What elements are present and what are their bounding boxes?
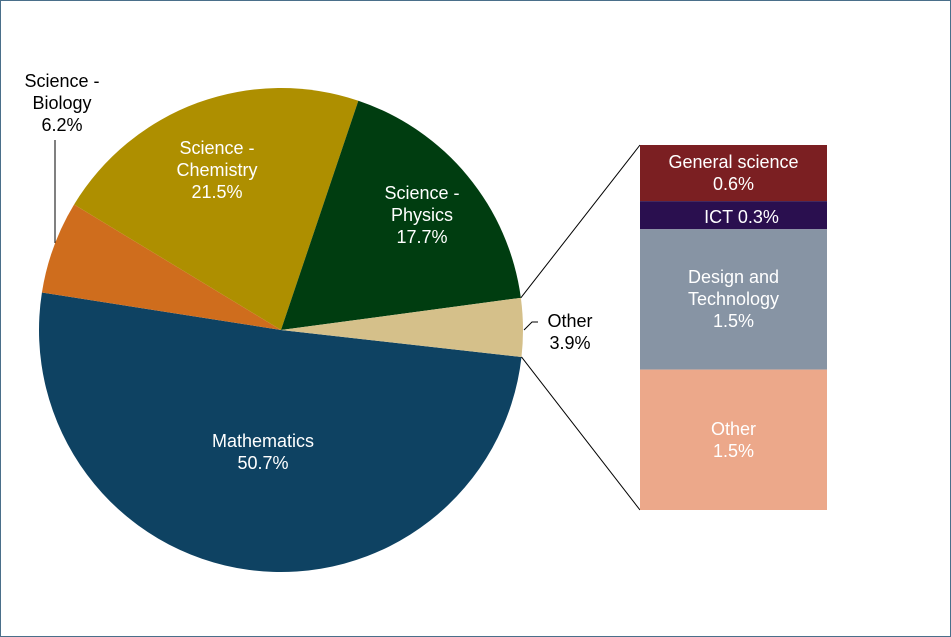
slice-label-text: 50.7% xyxy=(237,453,289,473)
slice-label-text: 17.7% xyxy=(396,227,448,247)
pie-slice xyxy=(41,204,282,330)
bar-label-text: Design and Technology xyxy=(687,267,780,310)
pie-slice xyxy=(281,297,523,357)
leader-line xyxy=(523,321,538,331)
bar-segment xyxy=(640,145,827,202)
bar-label-text: ICT xyxy=(704,207,733,228)
connector-line xyxy=(520,144,641,299)
slice-label: Science - Chemistry 21.5% xyxy=(162,137,272,203)
bar-segment xyxy=(640,201,827,230)
slice-label: Science - Biology 6.2% xyxy=(12,70,112,136)
pie-slice xyxy=(39,292,522,572)
slice-label-text: Science - Biology xyxy=(24,71,100,113)
bar-label-text: 1.5% xyxy=(712,440,755,461)
bar-segment xyxy=(640,229,827,370)
slice-label: Mathematics 50.7% xyxy=(163,430,363,474)
slice-label-text: 3.9% xyxy=(549,333,591,353)
bar-label-text: 0.6% xyxy=(712,174,755,195)
pie-slice xyxy=(281,100,521,330)
bar-segment xyxy=(640,369,827,510)
bar-label-text: Other xyxy=(710,418,757,439)
bar-label: Other 1.5% xyxy=(654,418,814,462)
slice-label: Other 3.9% xyxy=(535,310,605,354)
bar-label-text: 0.3% xyxy=(737,207,779,228)
slice-label-text: Other xyxy=(547,311,593,331)
pie-slice xyxy=(74,88,359,331)
bar-label-text: General science xyxy=(668,152,799,173)
bar-label: Design and Technology 1.5% xyxy=(654,266,814,332)
slice-label-text: Science - Physics xyxy=(384,183,460,225)
bar-label: General science 0.6% xyxy=(641,151,826,195)
slice-label-text: 6.2% xyxy=(41,115,83,135)
bar-label-text: 1.5% xyxy=(712,311,755,332)
slice-label-text: Mathematics xyxy=(211,431,315,451)
slice-label-text: 21.5% xyxy=(191,182,243,202)
bar-label: ICT 0.3% xyxy=(649,206,834,228)
connector-line xyxy=(521,356,641,511)
slice-label-text: Science - Chemistry xyxy=(176,138,258,180)
slice-label: Science - Physics 17.7% xyxy=(372,182,472,248)
